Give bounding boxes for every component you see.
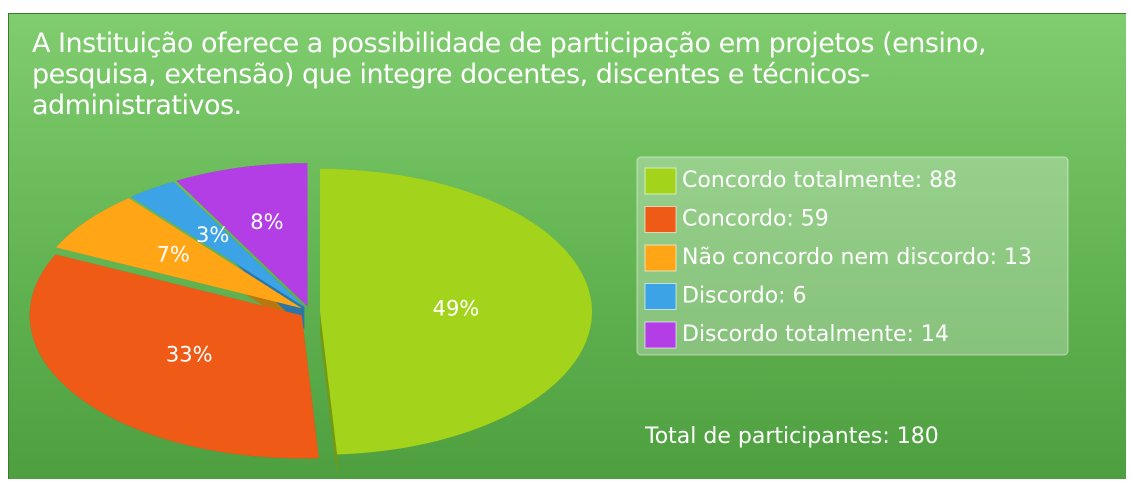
pie-slice bbox=[319, 168, 592, 455]
legend-label: Discordo totalmente: 14 bbox=[682, 322, 949, 347]
slice-label: 3% bbox=[196, 223, 229, 247]
annotation: Total de participantes: 180 bbox=[644, 424, 939, 449]
legend-label: Concordo: 59 bbox=[682, 207, 829, 232]
slice-label: 33% bbox=[166, 343, 213, 367]
pie-slice bbox=[29, 254, 319, 459]
legend-label: Concordo totalmente: 88 bbox=[682, 168, 957, 193]
pie-slice bbox=[130, 181, 305, 308]
legend-swatch bbox=[644, 321, 677, 349]
legend-box bbox=[636, 156, 1069, 356]
pie-slice bbox=[55, 198, 303, 309]
legend-swatch bbox=[644, 244, 677, 272]
legend-label: Não concordo nem discordo: 13 bbox=[682, 245, 1032, 270]
legend-label: Discordo: 6 bbox=[682, 284, 807, 309]
legend-swatch bbox=[644, 167, 677, 195]
pie-tops bbox=[29, 163, 592, 459]
legend-swatch bbox=[644, 206, 677, 233]
legend-swatch bbox=[644, 283, 677, 310]
pie-slice bbox=[176, 163, 308, 307]
chart-title: A Instituição oferece a possibilidade de… bbox=[32, 28, 987, 121]
slice-label: 49% bbox=[433, 297, 480, 321]
slice-label: 8% bbox=[250, 210, 283, 234]
slice-label: 7% bbox=[156, 243, 189, 267]
